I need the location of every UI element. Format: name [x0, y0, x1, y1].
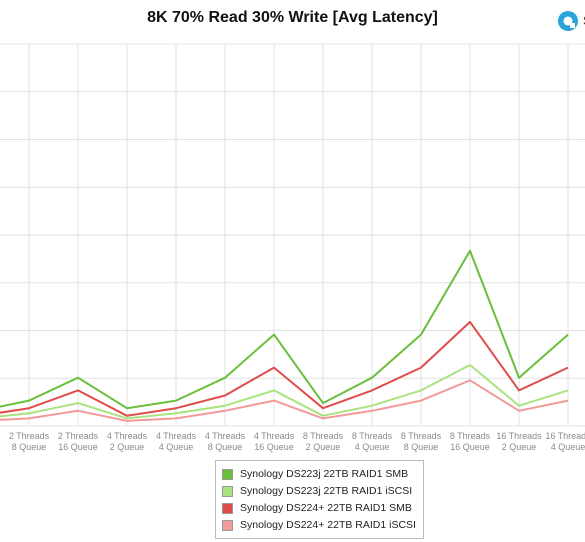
x-tick-label-queue: 16 Queue [58, 442, 98, 452]
series-line [0, 320, 569, 417]
brand-logo: S [557, 10, 585, 34]
x-tick-label-threads: 4 Threads [107, 431, 148, 441]
x-tick-label-threads: 16 Threads [496, 431, 542, 441]
x-tick-label-queue: 4 Queue [159, 442, 194, 452]
x-tick-label-threads: 4 Threads [254, 431, 295, 441]
x-tick-label-threads: 2 Threads [9, 431, 50, 441]
legend-swatch [222, 503, 233, 514]
x-tick-label-threads: 8 Threads [450, 431, 491, 441]
x-tick-label-threads: 4 Threads [156, 431, 197, 441]
x-tick-label-queue: 8 Queue [12, 442, 47, 452]
x-tick-label-queue: 8 Queue [404, 442, 439, 452]
x-tick-label-queue: 16 Queue [450, 442, 490, 452]
x-tick-label-threads: 8 Threads [303, 431, 344, 441]
chart-title: 8K 70% Read 30% Write [Avg Latency] [147, 9, 438, 26]
legend-label: Synology DS224+ 22TB RAID1 iSCSI [240, 519, 416, 531]
x-tick-label-queue: 2 Queue [502, 442, 537, 452]
series-line [0, 249, 569, 410]
x-tick-label-queue: 2 Queue [110, 442, 145, 452]
legend-swatch [222, 486, 233, 497]
x-tick-label-threads: 8 Threads [401, 431, 442, 441]
x-tick-label-queue: 4 Queue [355, 442, 390, 452]
x-tick-label-threads: 16 Threads [545, 431, 585, 441]
x-tick-label-threads: 4 Threads [205, 431, 246, 441]
series-line [0, 364, 569, 420]
x-tick-label-threads: 1 Threads [0, 431, 1, 441]
legend-label: Synology DS224+ 22TB RAID1 SMB [240, 502, 412, 514]
legend-label: Synology DS223j 22TB RAID1 SMB [240, 468, 409, 480]
brand-logo-text: S [583, 13, 585, 28]
x-tick-label-queue: 16 Queue [254, 442, 294, 452]
x-tick-label-threads: 2 Threads [58, 431, 99, 441]
legend-swatch [222, 520, 233, 531]
x-tick-label-queue: 2 Queue [306, 442, 341, 452]
x-tick-label-queue: 4 Queue [551, 442, 585, 452]
x-tick-label-threads: 8 Threads [352, 431, 393, 441]
legend-swatch [222, 469, 233, 480]
chart-legend: Synology DS223j 22TB RAID1 SMB Synology D… [215, 460, 424, 539]
x-tick-label-queue: 8 Queue [208, 442, 243, 452]
brand-logo-icon [558, 11, 578, 31]
legend-label: Synology DS223j 22TB RAID1 iSCSI [240, 485, 413, 497]
series-line [0, 379, 569, 422]
